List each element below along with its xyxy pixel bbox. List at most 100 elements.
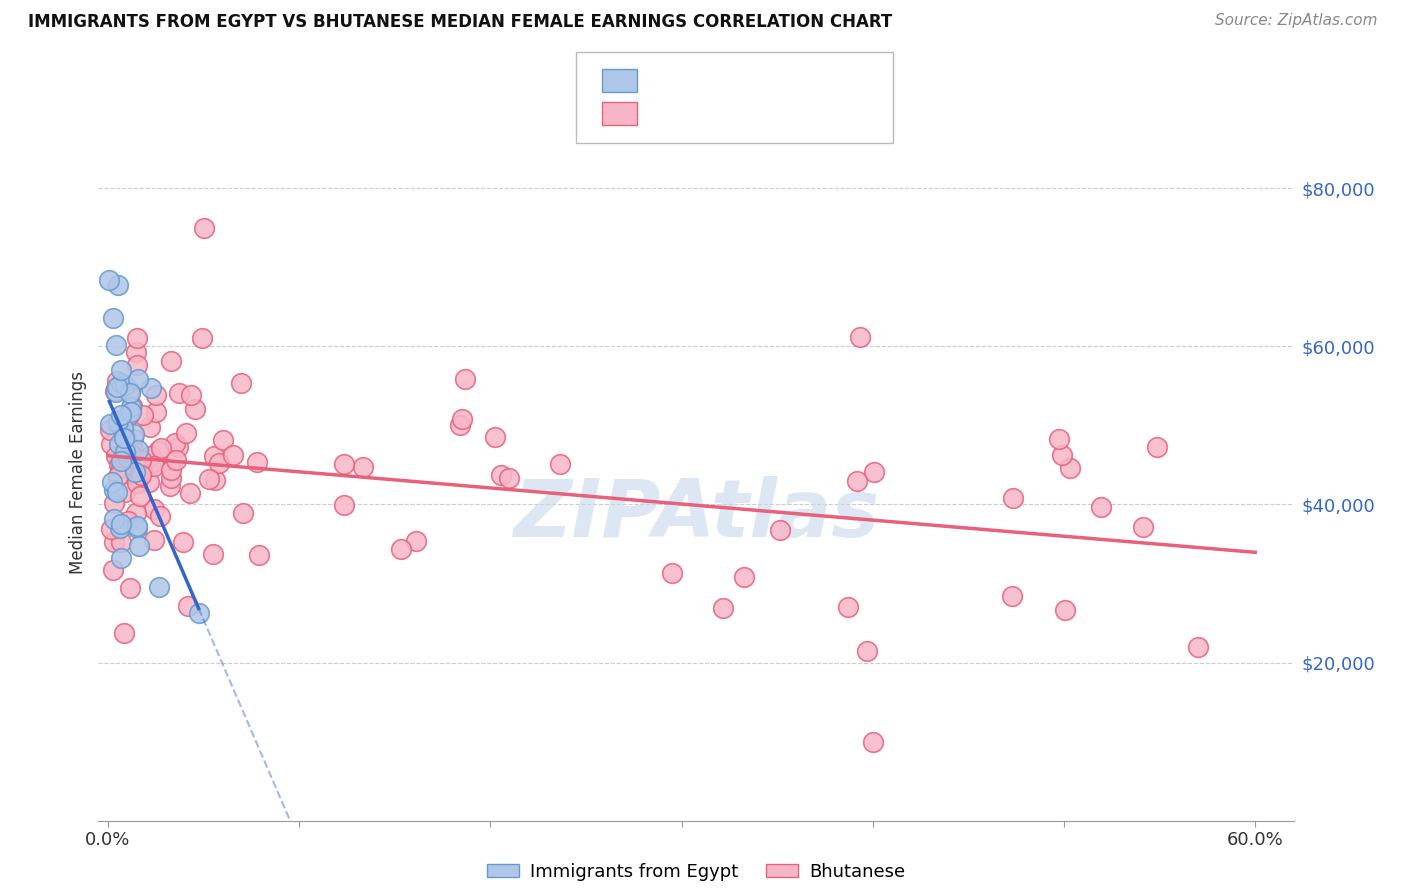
Text: ZIPAtlas: ZIPAtlas — [513, 475, 879, 554]
Point — [115, 431, 138, 445]
Point — [105, 485, 128, 500]
Point — [202, 450, 225, 464]
Point — [110, 454, 132, 468]
Point — [862, 734, 884, 748]
Point — [149, 441, 172, 455]
Point — [98, 273, 121, 287]
Legend: Immigrants from Egypt, Bhutanese: Immigrants from Egypt, Bhutanese — [479, 855, 912, 888]
Point — [352, 460, 374, 475]
Point — [1001, 589, 1024, 603]
Point — [121, 449, 143, 463]
Point — [453, 372, 475, 386]
Point — [145, 388, 167, 402]
Point — [100, 437, 122, 451]
Point — [165, 436, 187, 450]
Point — [231, 376, 253, 391]
Point — [112, 431, 135, 445]
Point — [120, 400, 142, 414]
Point — [207, 456, 229, 470]
Point — [148, 580, 170, 594]
Point — [128, 539, 150, 553]
Point — [180, 387, 202, 401]
Point — [118, 385, 141, 400]
Point — [405, 533, 427, 548]
Point — [101, 563, 124, 577]
Point — [142, 459, 165, 474]
Point — [122, 432, 145, 446]
Point — [191, 330, 214, 344]
Point — [127, 359, 149, 373]
Point — [198, 472, 221, 486]
Point — [118, 408, 141, 422]
Point — [184, 401, 207, 416]
Point — [110, 376, 132, 391]
Point — [177, 599, 200, 613]
Point — [105, 450, 128, 464]
Point — [332, 457, 354, 471]
Point — [141, 381, 163, 395]
Point — [117, 515, 139, 529]
Point — [167, 385, 190, 400]
Point — [489, 468, 512, 483]
Point — [110, 516, 132, 531]
Point — [110, 363, 132, 377]
Point — [127, 443, 149, 458]
Point — [167, 440, 190, 454]
Point — [247, 548, 270, 562]
Point — [193, 220, 215, 235]
Point — [1001, 491, 1024, 505]
Point — [103, 535, 125, 549]
Text: N =: N = — [768, 71, 807, 89]
Point — [107, 417, 129, 432]
Point — [118, 458, 141, 472]
Point — [110, 534, 132, 549]
Point — [112, 626, 135, 640]
Point — [837, 599, 859, 614]
Point — [122, 467, 145, 481]
Point — [711, 600, 734, 615]
Y-axis label: Median Female Earnings: Median Female Earnings — [69, 371, 87, 574]
Point — [105, 374, 128, 388]
Point — [127, 519, 149, 533]
Point — [139, 420, 162, 434]
Point — [98, 417, 121, 431]
Point — [143, 533, 166, 548]
Point — [1047, 432, 1070, 446]
Point — [1146, 440, 1168, 454]
Point — [333, 498, 356, 512]
Point — [451, 411, 474, 425]
Point — [246, 455, 269, 469]
Point — [127, 331, 149, 345]
Point — [172, 535, 194, 549]
Point — [849, 330, 872, 344]
Point — [139, 449, 162, 463]
Point — [110, 461, 132, 475]
Point — [103, 483, 125, 498]
Text: IMMIGRANTS FROM EGYPT VS BHUTANESE MEDIAN FEMALE EARNINGS CORRELATION CHART: IMMIGRANTS FROM EGYPT VS BHUTANESE MEDIA… — [28, 13, 893, 31]
Point — [187, 606, 209, 620]
Point — [143, 454, 166, 468]
Point — [1090, 500, 1112, 515]
Point — [232, 506, 254, 520]
Point — [160, 354, 183, 368]
Point — [120, 405, 142, 419]
Point — [124, 465, 146, 479]
Point — [100, 522, 122, 536]
Point — [148, 508, 170, 523]
Point — [107, 277, 129, 292]
Point — [104, 338, 127, 352]
Point — [222, 448, 245, 462]
Point — [110, 550, 132, 565]
Point — [129, 453, 152, 467]
Point — [101, 310, 124, 325]
Point — [201, 547, 224, 561]
Point — [114, 378, 136, 392]
Point — [146, 444, 169, 458]
Point — [129, 489, 152, 503]
Point — [112, 421, 135, 435]
Point — [143, 501, 166, 516]
Point — [103, 496, 125, 510]
Point — [114, 445, 136, 459]
Point — [768, 524, 790, 538]
Point — [389, 542, 412, 557]
